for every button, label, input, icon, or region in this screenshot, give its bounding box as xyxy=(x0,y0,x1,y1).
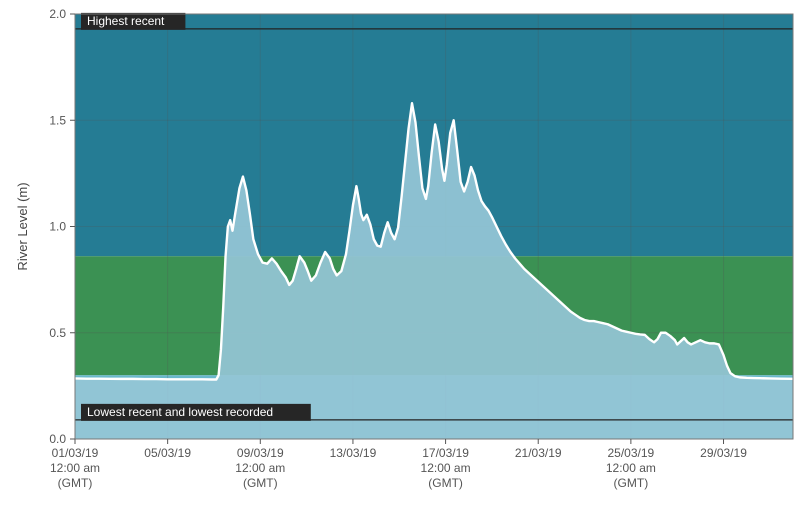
x-tick-label: 13/03/19 xyxy=(330,446,377,460)
chart-svg: Highest recent Lowest recent and lowest r… xyxy=(0,0,805,515)
x-tick-label: 12:00 am xyxy=(235,461,285,475)
x-tick-label: 25/03/19 xyxy=(608,446,655,460)
x-tick-label: 09/03/19 xyxy=(237,446,284,460)
river-level-chart: Highest recent Lowest recent and lowest r… xyxy=(0,0,805,515)
x-tick-label: (GMT) xyxy=(428,476,463,490)
x-tick-label: 01/03/19 xyxy=(52,446,99,460)
x-tick-label: (GMT) xyxy=(614,476,649,490)
x-tick-label: 12:00 am xyxy=(421,461,471,475)
y-tick-label: 1.0 xyxy=(49,220,66,234)
y-axis-label: River Level (m) xyxy=(15,182,30,270)
y-tick-label: 1.5 xyxy=(49,113,66,127)
x-tick-label: (GMT) xyxy=(58,476,93,490)
y-tick-label: 0.5 xyxy=(49,326,66,340)
x-tick-label: 12:00 am xyxy=(606,461,656,475)
annotation-label: Lowest recent and lowest recorded xyxy=(87,405,273,419)
x-tick-label: 29/03/19 xyxy=(700,446,747,460)
annotation-label: Highest recent xyxy=(87,14,165,28)
y-tick-label: 2.0 xyxy=(49,7,66,21)
x-tick-label: 05/03/19 xyxy=(144,446,191,460)
x-tick-label: 12:00 am xyxy=(50,461,100,475)
x-tick-label: (GMT) xyxy=(243,476,278,490)
x-tick-label: 21/03/19 xyxy=(515,446,562,460)
y-tick-label: 0.0 xyxy=(49,432,66,446)
x-tick-label: 17/03/19 xyxy=(422,446,469,460)
